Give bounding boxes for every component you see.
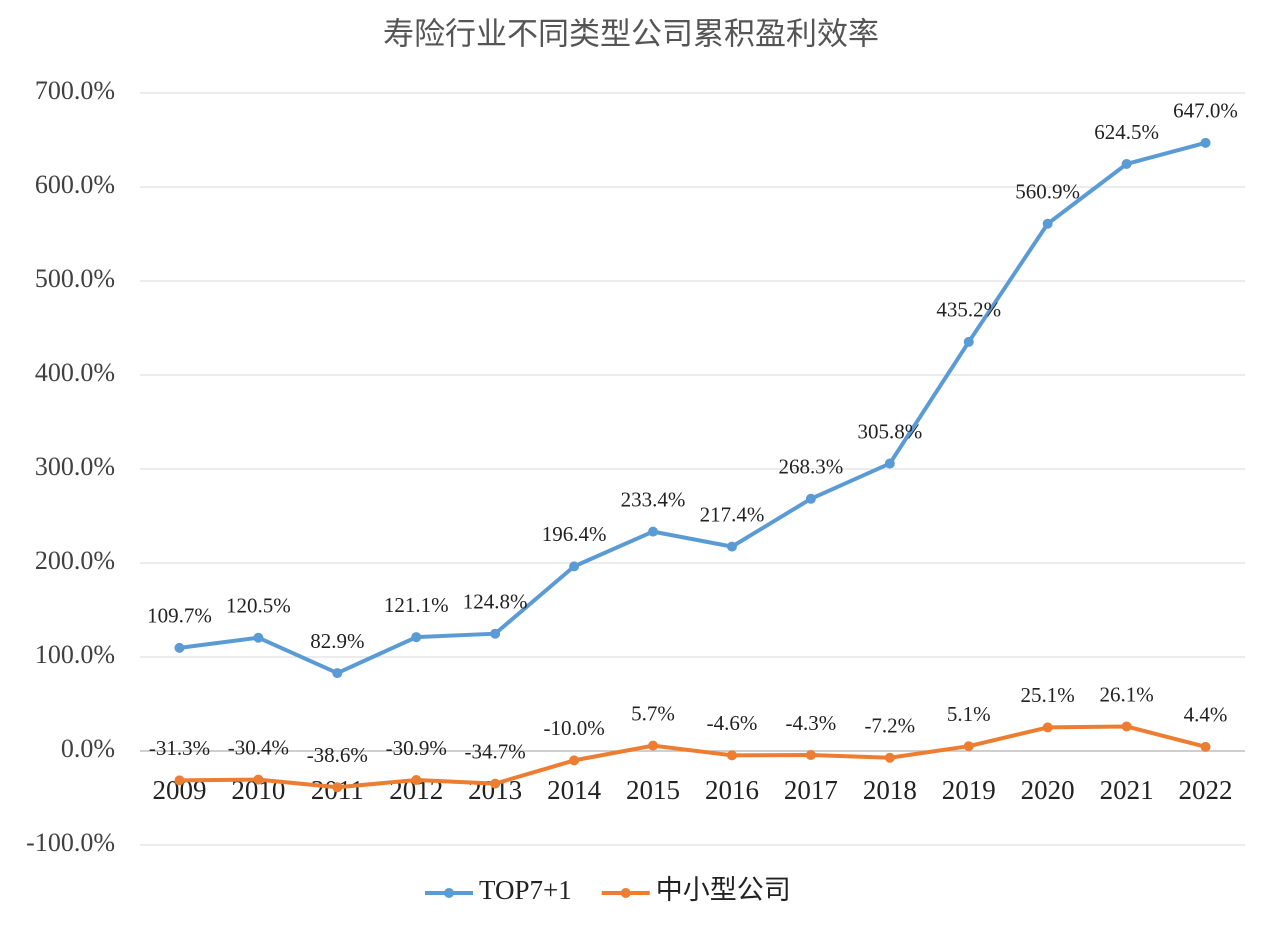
point <box>569 755 580 766</box>
point <box>1121 721 1132 732</box>
data-label: 82.9% <box>310 629 364 653</box>
point <box>174 775 185 786</box>
point <box>884 752 895 763</box>
point <box>963 741 974 752</box>
y-tick-label: 100.0% <box>35 640 115 669</box>
y-tick-label: -100.0% <box>26 828 115 857</box>
data-label: 647.0% <box>1173 99 1238 123</box>
data-label: -38.6% <box>307 743 368 767</box>
point <box>569 561 580 572</box>
point <box>411 775 422 786</box>
y-tick-label: 500.0% <box>35 264 115 293</box>
point <box>1121 158 1132 169</box>
point <box>648 526 659 537</box>
x-tick-label: 2014 <box>547 775 602 805</box>
data-label: 196.4% <box>542 522 607 546</box>
y-tick-label: 400.0% <box>35 358 115 387</box>
point <box>1200 741 1211 752</box>
data-label: -30.9% <box>386 736 447 760</box>
point <box>490 778 501 789</box>
y-tick-label: 0.0% <box>61 734 115 763</box>
data-label: -4.6% <box>707 711 758 735</box>
data-label: -30.4% <box>228 735 289 759</box>
x-tick-label: 2018 <box>863 775 917 805</box>
data-label: 120.5% <box>226 594 291 618</box>
point <box>963 336 974 347</box>
data-label: -34.7% <box>465 739 526 763</box>
data-label: -10.0% <box>543 716 604 740</box>
point <box>490 628 501 639</box>
point <box>253 774 264 785</box>
data-label: 560.9% <box>1015 180 1080 204</box>
x-tick-label: 2020 <box>1021 775 1075 805</box>
point <box>411 632 422 643</box>
y-tick-label: 300.0% <box>35 452 115 481</box>
point <box>805 750 816 761</box>
legend-label: TOP7+1 <box>479 875 572 905</box>
chart-title: 寿险行业不同类型公司累积盈利效率 <box>383 17 879 53</box>
point <box>332 668 343 679</box>
data-label: 5.7% <box>631 701 675 725</box>
data-label: 233.4% <box>621 487 686 511</box>
point <box>726 541 737 552</box>
point <box>253 632 264 643</box>
x-tick-label: 2017 <box>784 775 838 805</box>
data-label: 5.1% <box>947 702 991 726</box>
point <box>648 740 659 751</box>
series-line <box>179 724 1207 790</box>
data-label: 624.5% <box>1094 120 1159 144</box>
x-tick-label: 2019 <box>942 775 996 805</box>
point <box>805 493 816 504</box>
legend-marker <box>444 888 454 898</box>
point <box>1200 137 1211 148</box>
data-label: -4.3% <box>786 711 837 735</box>
x-tick-label: 2016 <box>705 775 759 805</box>
data-label: -31.3% <box>149 736 210 760</box>
data-label: 124.8% <box>463 590 528 614</box>
point <box>884 458 895 469</box>
legend-marker <box>620 888 631 898</box>
point <box>332 782 343 793</box>
data-label: 26.1% <box>1099 682 1153 706</box>
point <box>1042 722 1053 733</box>
data-label: 4.4% <box>1184 703 1228 727</box>
data-label: -7.2% <box>864 714 915 738</box>
data-label: 217.4% <box>700 502 765 526</box>
point <box>726 750 737 761</box>
y-tick-label: 200.0% <box>35 546 115 575</box>
y-tick-label: 700.0% <box>35 76 115 105</box>
data-label: 121.1% <box>384 593 449 617</box>
x-tick-label: 2015 <box>626 775 680 805</box>
data-label: 109.7% <box>147 604 212 628</box>
data-label: 305.8% <box>857 419 922 443</box>
point <box>1042 218 1053 229</box>
data-label: 435.2% <box>936 298 1001 322</box>
series-line <box>179 140 1207 676</box>
data-label: 268.3% <box>779 455 844 479</box>
legend-label: 中小型公司 <box>656 875 791 905</box>
x-tick-label: 2021 <box>1100 775 1154 805</box>
x-tick-label: 2022 <box>1179 775 1233 805</box>
point <box>174 642 185 653</box>
data-label: 25.1% <box>1021 683 1075 707</box>
y-tick-label: 600.0% <box>35 170 115 199</box>
